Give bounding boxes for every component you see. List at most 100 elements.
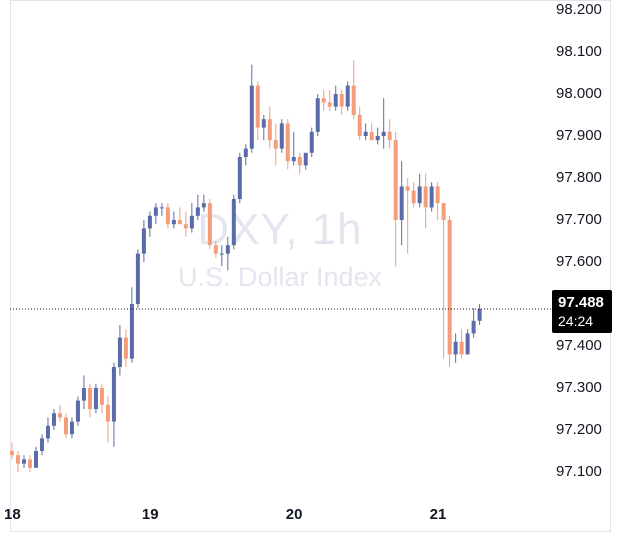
price-tick-label: 98.100 xyxy=(556,43,602,60)
candle-body xyxy=(315,98,320,132)
candle-body xyxy=(369,131,374,141)
candle-body xyxy=(471,320,476,334)
candle xyxy=(129,287,134,363)
candle-body xyxy=(405,186,410,191)
candle-body xyxy=(189,215,194,229)
price-tick-label: 97.700 xyxy=(556,211,602,228)
candle-body xyxy=(465,333,470,355)
candle-body xyxy=(351,85,356,115)
candle xyxy=(33,446,38,468)
candle xyxy=(279,119,284,153)
candle-body xyxy=(141,228,146,254)
candle-body xyxy=(249,85,254,149)
candle-countdown: 24:24 xyxy=(558,313,594,329)
candle-body xyxy=(333,94,338,107)
candle xyxy=(195,194,200,220)
candle xyxy=(285,119,290,170)
candle xyxy=(201,194,206,212)
candle-body xyxy=(195,207,200,216)
candle xyxy=(81,375,86,409)
candle-body xyxy=(303,152,308,166)
price-tick-label: 98.200 xyxy=(556,1,602,18)
candle-body xyxy=(207,203,212,246)
candle xyxy=(399,161,404,246)
candle xyxy=(39,434,44,456)
candle-body xyxy=(129,304,134,359)
current-price-tag: 97.488 24:24 xyxy=(552,290,612,333)
candle-body xyxy=(393,140,398,220)
candle-body xyxy=(33,451,38,468)
current-price-value: 97.488 xyxy=(558,294,604,311)
candle-body xyxy=(417,186,422,204)
candle xyxy=(87,383,92,418)
candle-body xyxy=(477,309,482,321)
candle xyxy=(321,89,326,111)
candle-body xyxy=(153,207,158,216)
candle-body xyxy=(15,455,20,464)
candle xyxy=(369,123,374,141)
candle xyxy=(69,417,74,439)
candle-body xyxy=(159,207,164,209)
price-tick-label: 97.600 xyxy=(556,253,602,270)
candle-body xyxy=(321,98,326,103)
candle-body xyxy=(111,367,116,422)
candle xyxy=(10,442,14,460)
candle xyxy=(393,131,398,267)
candle-body xyxy=(381,131,386,136)
candle xyxy=(213,241,218,258)
candle xyxy=(453,333,458,363)
candle xyxy=(159,203,164,216)
candle xyxy=(465,329,470,355)
candle-body xyxy=(177,220,182,225)
candle-body xyxy=(123,337,128,359)
price-tick-label: 97.200 xyxy=(556,421,602,438)
watermark-subtitle: U.S. Dollar Index xyxy=(177,262,383,292)
price-tick-label: 97.900 xyxy=(556,127,602,144)
candle xyxy=(441,203,446,359)
watermark-title: DXY, 1h xyxy=(197,205,363,254)
price-tick-label: 97.300 xyxy=(556,379,602,396)
candle xyxy=(309,127,314,157)
candle-body xyxy=(99,388,104,405)
candle xyxy=(447,215,452,367)
time-tick-label: 19 xyxy=(141,506,159,523)
candle-body xyxy=(267,119,272,141)
candle xyxy=(147,211,152,237)
candle-body xyxy=(231,199,236,246)
candle xyxy=(183,211,188,237)
candle xyxy=(291,131,296,166)
price-tick-label: 97.800 xyxy=(556,169,602,186)
candle xyxy=(225,236,230,271)
candle-body xyxy=(297,157,302,166)
candle xyxy=(423,173,428,229)
candle xyxy=(219,245,224,267)
candle xyxy=(339,89,344,115)
candle-body xyxy=(51,413,56,426)
candle-body xyxy=(171,220,176,225)
candle xyxy=(123,329,128,367)
candle xyxy=(105,396,110,443)
candle xyxy=(177,207,182,225)
candle-body xyxy=(117,337,122,367)
candle xyxy=(231,194,236,250)
candle xyxy=(417,173,422,208)
candle-body xyxy=(237,157,242,199)
candle xyxy=(63,413,68,439)
candle-body xyxy=(447,220,452,355)
candle-body xyxy=(399,186,404,220)
price-tick-label: 98.000 xyxy=(556,85,602,102)
candle-body xyxy=(255,85,260,128)
candle xyxy=(315,94,320,136)
candle-body xyxy=(219,253,224,255)
candle-body xyxy=(87,388,92,409)
candle-body xyxy=(165,207,170,225)
candle xyxy=(93,383,98,414)
candle-body xyxy=(279,123,284,149)
candle-body xyxy=(453,341,458,355)
candle xyxy=(351,60,356,120)
candle-body xyxy=(75,400,80,422)
candle xyxy=(117,325,122,376)
candle xyxy=(261,115,266,141)
